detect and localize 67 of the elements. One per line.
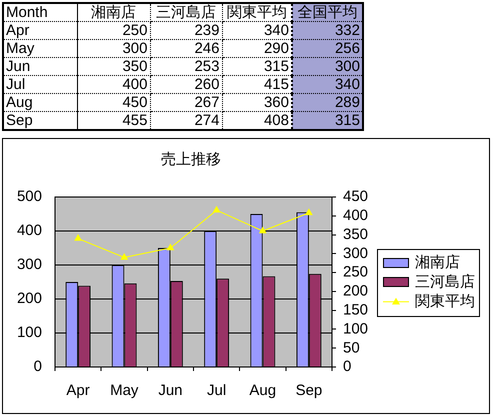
data-label: 239 — [150, 22, 222, 40]
x-tick-label: May — [110, 382, 139, 400]
legend-label: 湘南店 — [415, 254, 460, 271]
data-label: 332 — [292, 22, 363, 40]
y-tick-label: Sep — [6, 112, 33, 129]
data-label: 415 — [222, 76, 292, 94]
y2-tick-label: 0 — [343, 358, 352, 376]
point — [166, 244, 174, 250]
data-label: 340 — [222, 22, 292, 40]
y2-tick-label: 200 — [343, 282, 368, 300]
x-tick-label: Jun — [158, 382, 183, 400]
y-tick-label: Aug — [6, 94, 33, 111]
data-label: 274 — [150, 112, 222, 130]
point — [120, 253, 128, 260]
legend-label: 関東平均 — [415, 292, 475, 310]
chart-title: 売上推移 — [161, 151, 221, 168]
y-tick-label: 500 — [16, 188, 42, 206]
x-tick-label: 全国平均 — [298, 4, 358, 21]
data-label: 300 — [292, 58, 363, 76]
y-tick-label: Jun — [6, 58, 30, 75]
data-label: 350 — [77, 58, 150, 76]
data-label: 315 — [222, 58, 292, 76]
y-tick-label: 300 — [16, 256, 42, 274]
point — [213, 206, 220, 212]
y2-tick-label: 400 — [343, 207, 368, 224]
data-label: 289 — [292, 94, 363, 112]
y2-tick-label: 250 — [343, 264, 368, 281]
data-label: 450 — [77, 94, 150, 112]
x-tick-label: Apr — [66, 382, 90, 400]
data-label: 253 — [150, 58, 222, 76]
y-tick-label: Apr — [6, 22, 30, 39]
x-tick-label: 三河島店 — [156, 4, 216, 21]
data-label: 267 — [150, 94, 222, 112]
y2-tick-label: 150 — [343, 301, 368, 318]
x-tick-label: Sep — [296, 382, 322, 400]
y-tick-label: 100 — [16, 324, 42, 342]
data-label: 246 — [150, 40, 222, 58]
data-label: 250 — [77, 22, 150, 40]
y-axis-title: Month — [6, 4, 48, 21]
data-label: 340 — [292, 76, 363, 94]
data-label: 315 — [292, 112, 363, 130]
data-label: 408 — [222, 112, 292, 130]
y-tick-label: Jul — [6, 76, 26, 93]
point — [74, 234, 82, 241]
x-tick-label: 関東平均 — [226, 4, 287, 21]
x-tick-label: Jul — [206, 382, 226, 400]
y-tick-label: 200 — [16, 290, 42, 308]
point — [305, 208, 312, 216]
data-label: 300 — [77, 40, 150, 58]
data-label: 360 — [222, 94, 292, 112]
y2-tick-label: 100 — [343, 320, 368, 338]
data-label: 400 — [77, 76, 150, 94]
data-label: 290 — [222, 40, 292, 58]
y2-tick-label: 450 — [343, 188, 368, 206]
data-label: 260 — [150, 76, 222, 94]
data-label: 455 — [77, 112, 150, 130]
data-label: 256 — [292, 40, 363, 58]
y-tick-label: May — [6, 40, 34, 57]
y2-tick-label: 350 — [343, 226, 368, 243]
y2-tick-label: 50 — [343, 339, 360, 356]
legend-label: 三河島店 — [415, 273, 475, 290]
y-tick-label: 0 — [34, 358, 42, 376]
y-tick-label: 400 — [16, 222, 42, 240]
x-tick-label: 湘南店 — [91, 4, 136, 21]
point — [259, 227, 266, 234]
y2-tick-label: 300 — [343, 244, 368, 262]
x-tick-label: Aug — [249, 382, 276, 400]
